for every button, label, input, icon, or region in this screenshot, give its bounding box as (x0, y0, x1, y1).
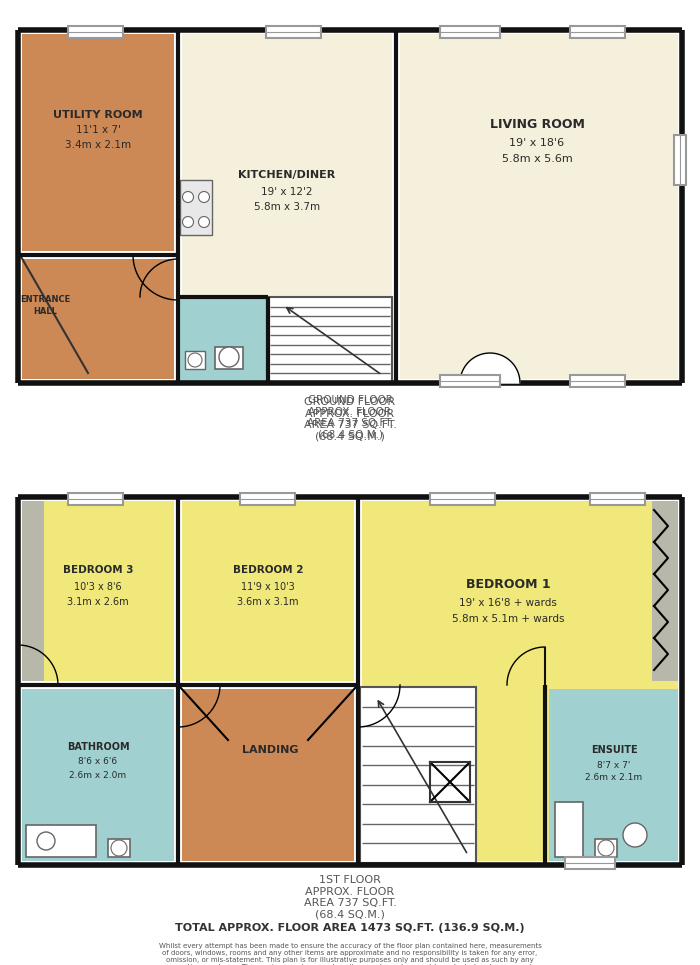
Text: 2.6m x 2.1m: 2.6m x 2.1m (585, 774, 643, 783)
Bar (555, 802, 583, 857)
Circle shape (183, 216, 193, 228)
Text: 8'6 x 6'6: 8'6 x 6'6 (78, 758, 118, 766)
Bar (674, 135, 686, 185)
Text: BEDROOM 1: BEDROOM 1 (466, 578, 550, 592)
Text: ENSUITE: ENSUITE (591, 745, 637, 755)
Circle shape (111, 840, 127, 856)
Text: 11'1 x 7': 11'1 x 7' (76, 125, 120, 135)
Circle shape (183, 191, 193, 203)
Text: KITCHEN/DINER: KITCHEN/DINER (239, 170, 335, 180)
Bar (182, 34, 392, 379)
Bar (360, 687, 476, 863)
Text: Whilst every attempt has been made to ensure the accuracy of the floor plan cont: Whilst every attempt has been made to en… (159, 943, 541, 965)
Bar (590, 493, 645, 505)
Bar (22, 34, 174, 251)
Bar (22, 259, 174, 379)
Bar (430, 493, 495, 505)
Bar (215, 347, 243, 369)
Text: HALL: HALL (33, 308, 57, 317)
Bar (595, 839, 617, 857)
Text: GROUND FLOOR
APPROX. FLOOR
AREA 737 SQ.FT.
(68.4 SQ.M.): GROUND FLOOR APPROX. FLOOR AREA 737 SQ.F… (304, 397, 396, 442)
Bar (430, 762, 470, 802)
Text: 3.4m x 2.1m: 3.4m x 2.1m (65, 140, 131, 150)
Bar (400, 34, 678, 379)
Bar (362, 501, 678, 861)
Circle shape (623, 823, 647, 847)
Text: LIVING ROOM: LIVING ROOM (489, 119, 584, 131)
Text: ENTRANCE: ENTRANCE (20, 295, 70, 305)
Text: TOTAL APPROX. FLOOR AREA 1473 SQ.FT. (136.9 SQ.M.): TOTAL APPROX. FLOOR AREA 1473 SQ.FT. (13… (175, 923, 525, 933)
Bar (440, 26, 500, 38)
Text: UTILITY ROOM: UTILITY ROOM (53, 110, 143, 120)
Bar (182, 689, 354, 861)
Text: GROUND FLOOR
APPROX. FLOOR
AREA 737 SQ.FT.
(68.4 SQ.M.): GROUND FLOOR APPROX. FLOOR AREA 737 SQ.F… (307, 395, 393, 440)
Text: BEDROOM 3: BEDROOM 3 (63, 565, 133, 575)
Text: 19' x 12'2: 19' x 12'2 (261, 187, 313, 197)
Circle shape (598, 840, 614, 856)
Text: BATHROOM: BATHROOM (66, 742, 130, 752)
Text: 11'9 x 10'3: 11'9 x 10'3 (241, 582, 295, 592)
Text: 19' x 18'6: 19' x 18'6 (510, 138, 565, 148)
Bar (182, 501, 354, 681)
Bar (22, 501, 44, 681)
Text: 8'7 x 7': 8'7 x 7' (597, 760, 631, 769)
Bar (268, 297, 392, 383)
Circle shape (188, 353, 202, 367)
Bar (68, 493, 123, 505)
Circle shape (37, 832, 55, 850)
Text: 19' x 16'8 + wards: 19' x 16'8 + wards (459, 598, 557, 608)
Bar (570, 26, 625, 38)
Text: 5.8m x 5.6m: 5.8m x 5.6m (502, 154, 573, 164)
Text: LANDING: LANDING (241, 745, 298, 755)
Bar (652, 501, 678, 681)
Text: 2.6m x 2.0m: 2.6m x 2.0m (69, 770, 127, 780)
Bar (440, 375, 500, 387)
Bar (565, 857, 615, 869)
Polygon shape (460, 353, 520, 383)
Circle shape (199, 216, 209, 228)
Text: 5.8m x 3.7m: 5.8m x 3.7m (254, 202, 320, 212)
Bar (108, 839, 130, 857)
Bar (240, 493, 295, 505)
Circle shape (199, 191, 209, 203)
Text: 3.6m x 3.1m: 3.6m x 3.1m (237, 597, 299, 607)
Bar (185, 351, 205, 369)
Bar (266, 26, 321, 38)
Bar (26, 825, 96, 857)
Text: 1ST FLOOR
APPROX. FLOOR
AREA 737 SQ.FT.
(68.4 SQ.M.): 1ST FLOOR APPROX. FLOOR AREA 737 SQ.FT. … (304, 875, 396, 920)
Text: 10'3 x 8'6: 10'3 x 8'6 (74, 582, 122, 592)
Text: 5.8m x 5.1m + wards: 5.8m x 5.1m + wards (452, 614, 564, 624)
Text: BEDROOM 2: BEDROOM 2 (232, 565, 303, 575)
Bar (570, 375, 625, 387)
Circle shape (219, 347, 239, 367)
Bar (180, 180, 212, 235)
Bar (68, 26, 123, 38)
Bar (180, 299, 266, 381)
Bar (22, 689, 174, 861)
Bar (549, 689, 678, 861)
Text: 3.1m x 2.6m: 3.1m x 2.6m (67, 597, 129, 607)
Bar (22, 501, 174, 681)
